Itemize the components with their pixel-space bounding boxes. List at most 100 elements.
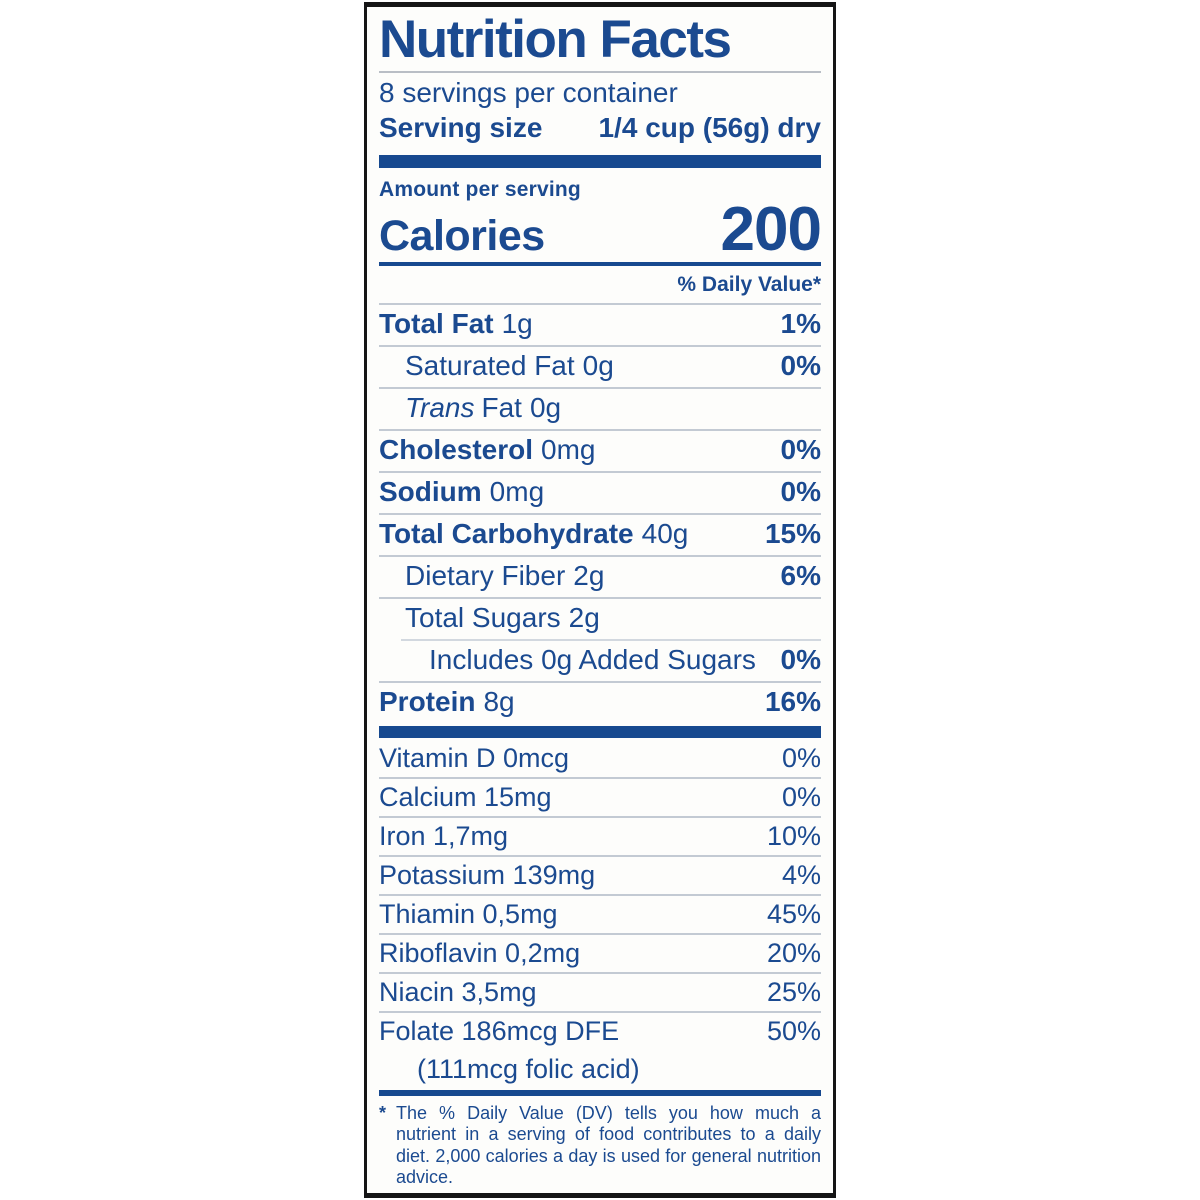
row-divider bbox=[379, 344, 821, 347]
nutrient-name-group: Trans Fat 0g bbox=[379, 392, 821, 424]
nutrient-name-group: Cholesterol 0mg bbox=[379, 435, 781, 466]
nutrient-name-group: Sodium 0mg bbox=[379, 477, 781, 508]
daily-value-header: % Daily Value* bbox=[379, 266, 821, 305]
daily-value: 20% bbox=[766, 937, 821, 968]
row-divider bbox=[379, 777, 821, 780]
daily-value: 25% bbox=[766, 976, 821, 1007]
nutrient-name: Saturated Fat bbox=[405, 350, 575, 382]
row-divider bbox=[379, 554, 821, 557]
micronutrient-row: Calcium 15mg 0% bbox=[379, 779, 821, 816]
daily-value: 4% bbox=[781, 859, 821, 890]
nutrient-name: Total Sugars bbox=[405, 602, 561, 634]
daily-value: 0% bbox=[780, 434, 821, 466]
nutrient-name: Includes 0g Added Sugars bbox=[429, 644, 756, 676]
daily-value: 15% bbox=[764, 518, 821, 550]
nutrient-row: Total Fat 1g 1% bbox=[379, 305, 821, 345]
micronutrient-row: Potassium 139mg 4% bbox=[379, 857, 821, 894]
nutrient-row: Total Sugars 2g bbox=[379, 599, 821, 639]
amount-per-serving-label: Amount per serving bbox=[379, 177, 581, 201]
micronutrient-row: Niacin 3,5mg 25% bbox=[379, 974, 821, 1011]
nutrient-name-group: Total Sugars 2g bbox=[379, 603, 821, 634]
nutrient-name: Total Carbohydrate bbox=[379, 518, 634, 550]
serving-size-value: 1/4 cup (56g) dry bbox=[598, 111, 821, 143]
footnote: * The % Daily Value (DV) tells you how m… bbox=[379, 1103, 821, 1188]
nutrient-row: Total Carbohydrate 40g 15% bbox=[379, 515, 821, 555]
micronutrient-row: Iron 1,7mg 10% bbox=[379, 818, 821, 855]
micronutrient-name: Niacin 3,5mg bbox=[379, 976, 537, 1007]
micronutrient-row: Folate 186mcg DFE 50% bbox=[379, 1013, 821, 1050]
micronutrient-name: Calcium 15mg bbox=[379, 781, 552, 812]
nutrient-name-italic: Trans bbox=[405, 392, 475, 424]
micronutrient-name: Folate 186mcg DFE bbox=[379, 1015, 620, 1046]
daily-value: 0% bbox=[780, 644, 821, 676]
section-bar-middle bbox=[379, 725, 821, 739]
daily-value: 0% bbox=[781, 742, 821, 773]
nutrient-row: Sodium 0mg 0% bbox=[379, 473, 821, 513]
row-divider bbox=[379, 470, 821, 473]
nutrient-name-rest: Fat bbox=[481, 392, 522, 424]
nutrient-name: Sodium bbox=[379, 476, 482, 508]
nutrient-amount: 1g bbox=[501, 308, 533, 340]
nutrient-row: Includes 0g Added Sugars 0% bbox=[379, 641, 821, 681]
serving-size-row: Serving size 1/4 cup (56g) dry bbox=[379, 111, 821, 146]
serving-size-label: Serving size bbox=[379, 111, 543, 143]
daily-value: 16% bbox=[764, 686, 821, 718]
nutrient-rows-section: Total Fat 1g 1% Saturated Fat 0g 0% Trans Fat 0g… bbox=[379, 305, 821, 723]
daily-value: 0% bbox=[780, 476, 821, 508]
micronutrient-name: Iron 1,7mg bbox=[379, 820, 509, 851]
nutrient-amount: 40g bbox=[641, 518, 689, 550]
daily-value: 10% bbox=[766, 820, 821, 851]
micronutrient-subnote: (111mcg folic acid) bbox=[417, 1053, 640, 1084]
nutrient-name-group: Total Carbohydrate 40g bbox=[379, 519, 765, 550]
section-bar-top bbox=[379, 154, 821, 168]
nutrient-name-group: Total Fat 1g bbox=[379, 309, 781, 340]
row-divider bbox=[379, 386, 821, 389]
nutrient-amount: 2g bbox=[568, 602, 600, 634]
servings-per-container: 8 servings per container bbox=[379, 77, 678, 109]
row-divider bbox=[379, 596, 821, 599]
nutrient-row: Dietary Fiber 2g 6% bbox=[379, 557, 821, 597]
micronutrient-row: Vitamin D 0mcg 0% bbox=[379, 740, 821, 777]
nutrient-name: Cholesterol bbox=[379, 434, 534, 466]
row-divider bbox=[379, 816, 821, 819]
nutrient-amount: 0mg bbox=[489, 476, 545, 508]
label-title: Nutrition Facts bbox=[379, 10, 732, 69]
daily-value: 6% bbox=[780, 560, 821, 592]
nutrient-row: Protein 8g 16% bbox=[379, 683, 821, 723]
nutrient-name-group: Dietary Fiber 2g bbox=[379, 561, 781, 592]
row-divider bbox=[379, 855, 821, 858]
micronutrient-name: Thiamin 0,5mg bbox=[379, 898, 558, 929]
nutrient-name-group: Protein 8g bbox=[379, 687, 765, 718]
nutrient-row: Saturated Fat 0g 0% bbox=[379, 347, 821, 387]
row-divider bbox=[379, 512, 821, 515]
nutrient-amount: 0mg bbox=[541, 434, 596, 466]
row-divider bbox=[379, 933, 821, 936]
daily-value: 1% bbox=[780, 308, 821, 340]
nutrient-row: Trans Fat 0g bbox=[379, 389, 821, 429]
title-divider bbox=[379, 71, 821, 74]
nutrient-row: Cholesterol 0mg 0% bbox=[379, 431, 821, 471]
row-divider bbox=[379, 894, 821, 897]
row-divider bbox=[379, 972, 821, 975]
nutrient-name: Protein bbox=[379, 686, 476, 718]
daily-value: 0% bbox=[780, 350, 821, 382]
micronutrient-name: Riboflavin 0,2mg bbox=[379, 937, 581, 968]
micronutrient-name: Potassium 139mg bbox=[379, 859, 596, 890]
nutrient-amount: 8g bbox=[483, 686, 515, 718]
daily-value: 0% bbox=[781, 781, 821, 812]
footnote-text: The % Daily Value (DV) tells you how muc… bbox=[396, 1103, 821, 1187]
row-divider bbox=[379, 680, 821, 683]
row-divider bbox=[379, 1011, 821, 1014]
micronutrient-rows-section: Vitamin D 0mcg 0% Calcium 15mg 0% Iron 1,7mg… bbox=[379, 740, 821, 1088]
daily-value: 50% bbox=[766, 1015, 821, 1046]
row-divider bbox=[401, 638, 821, 641]
calories-divider-bar bbox=[379, 261, 821, 266]
nutrient-name: Trans Fat bbox=[405, 392, 522, 424]
micronutrient-name: Vitamin D 0mcg bbox=[379, 742, 570, 773]
nutrition-facts-label: Nutrition Facts 8 servings per container… bbox=[364, 2, 836, 1198]
nutrient-amount: 2g bbox=[573, 560, 605, 592]
nutrient-amount: 0g bbox=[582, 350, 614, 382]
calories-label: Calories bbox=[379, 211, 545, 260]
nutrient-amount: 0g bbox=[529, 392, 562, 424]
